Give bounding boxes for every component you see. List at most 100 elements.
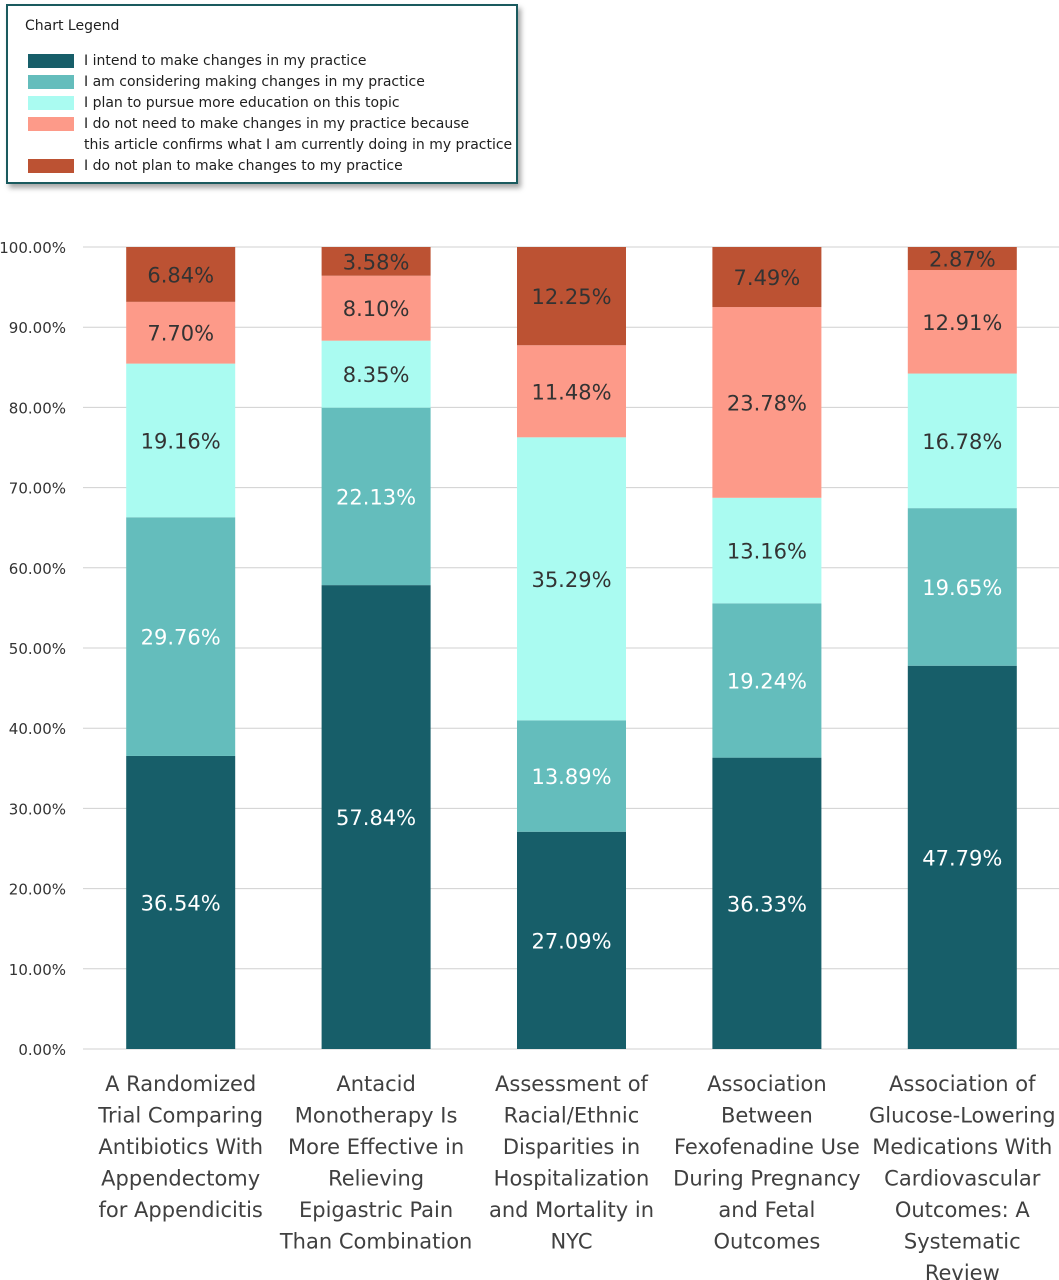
data-label: 7.70%	[147, 322, 214, 346]
data-label: 19.65%	[922, 576, 1002, 600]
x-tick-label: NYC	[550, 1230, 592, 1254]
y-tick-label: 70.00%	[9, 480, 66, 498]
bar-segment	[907, 508, 1017, 666]
x-tick-label: A Randomized	[105, 1072, 256, 1096]
legend-label: I am considering making changes in my pr…	[84, 74, 425, 90]
x-tick-label: Outcomes: A	[895, 1198, 1031, 1222]
x-tick-label: Association	[707, 1072, 827, 1096]
bar-segment	[321, 407, 431, 586]
x-tick-label: Systematic	[904, 1230, 1021, 1254]
data-label: 19.16%	[141, 429, 221, 453]
x-tick-label: Appendectomy	[101, 1167, 260, 1191]
bar-segment	[517, 247, 626, 346]
legend-swatch	[28, 75, 74, 89]
bar-segment	[907, 270, 1017, 374]
bar-segment	[126, 363, 236, 518]
y-tick-label: 90.00%	[9, 319, 66, 337]
y-tick-label: 0.00%	[18, 1041, 66, 1059]
x-tick-label: Outcomes	[714, 1230, 821, 1254]
x-tick-label: Association of	[889, 1072, 1036, 1096]
bar-segment	[907, 247, 1017, 271]
y-tick-label: 80.00%	[9, 399, 66, 417]
bar-segment	[321, 247, 431, 276]
data-label: 7.49%	[734, 266, 801, 290]
x-tick-label: for Appendicitis	[99, 1198, 263, 1222]
bar-segment	[517, 720, 626, 832]
bar-segment	[126, 517, 236, 756]
data-label: 12.25%	[531, 285, 611, 309]
x-tick-label: Relieving	[328, 1167, 424, 1191]
x-tick-label: Cardiovascular	[884, 1167, 1041, 1191]
chart-legend: Chart Legend I intend to make changes in…	[6, 4, 518, 184]
bar-segment	[517, 831, 626, 1049]
data-label: 12.91%	[922, 311, 1002, 335]
x-tick-label: Between	[721, 1104, 813, 1128]
data-label: 11.48%	[531, 380, 611, 404]
data-label: 19.24%	[727, 669, 807, 693]
legend-label: I plan to pursue more education on this …	[84, 95, 400, 111]
legend-swatch	[28, 54, 74, 68]
x-tick-label: Review	[925, 1261, 1000, 1280]
x-tick-label: Medications With	[872, 1135, 1052, 1159]
bar-segment	[321, 275, 431, 341]
y-tick-label: 40.00%	[9, 720, 66, 738]
bar-segment	[321, 340, 431, 408]
legend-title: Chart Legend	[25, 18, 120, 34]
data-label: 22.13%	[336, 485, 416, 509]
data-label: 29.76%	[141, 626, 221, 650]
data-label: 2.87%	[929, 248, 996, 272]
x-tick-label: Fexofenadine Use	[674, 1135, 860, 1159]
data-label: 47.79%	[922, 846, 1002, 870]
bar-segment	[517, 437, 626, 721]
bar-segment	[321, 585, 431, 1049]
bar-segment	[907, 373, 1017, 509]
x-tick-label: and Fetal	[718, 1198, 815, 1222]
data-label: 6.84%	[147, 263, 214, 287]
data-label: 36.33%	[727, 892, 807, 916]
data-label: 13.16%	[727, 540, 807, 564]
x-tick-label: Disparities in	[503, 1135, 640, 1159]
bar-segment	[907, 665, 1017, 1049]
x-tick-label: Assessment of	[495, 1072, 648, 1096]
bar-segment	[126, 755, 236, 1049]
bar-segment	[712, 307, 822, 498]
bar-segment	[517, 345, 626, 438]
legend-label: I do not need to make changes in my prac…	[84, 116, 513, 153]
y-tick-label: 60.00%	[9, 560, 66, 578]
bar-segment	[712, 247, 822, 308]
data-label: 27.09%	[531, 929, 611, 953]
bar-segment	[712, 603, 822, 758]
legend-swatch	[28, 96, 74, 110]
data-label: 23.78%	[727, 391, 807, 415]
data-label: 8.10%	[343, 297, 410, 321]
x-tick-label: Trial Comparing	[97, 1104, 263, 1128]
legend-label: I do not plan to make changes to my prac…	[84, 158, 403, 174]
x-tick-label: Racial/Ethnic	[504, 1104, 640, 1128]
data-label: 3.58%	[343, 250, 410, 274]
y-tick-label: 50.00%	[9, 640, 66, 658]
legend-swatch	[28, 117, 74, 131]
x-tick-label: Glucose-Lowering	[869, 1104, 1056, 1128]
legend-label: I intend to make changes in my practice	[84, 53, 367, 69]
bar-segment	[126, 301, 236, 364]
x-tick-label: During Pregnancy	[673, 1167, 860, 1191]
y-tick-label: 20.00%	[9, 881, 66, 899]
data-label: 57.84%	[336, 806, 416, 830]
x-tick-label: Than Combination	[279, 1230, 473, 1254]
legend-swatch	[28, 159, 74, 173]
y-tick-label: 10.00%	[9, 961, 66, 979]
x-tick-label: and Mortality in	[489, 1198, 654, 1222]
x-tick-label: Antacid	[336, 1072, 416, 1096]
bar-segment	[126, 247, 236, 302]
y-tick-label: 30.00%	[9, 800, 66, 818]
data-label: 13.89%	[531, 765, 611, 789]
x-tick-label: More Effective in	[288, 1135, 464, 1159]
data-label: 16.78%	[922, 430, 1002, 454]
bar-segment	[712, 757, 822, 1049]
x-tick-label: Monotherapy Is	[295, 1104, 458, 1128]
data-label: 35.29%	[531, 568, 611, 592]
y-tick-label: 100.00%	[0, 239, 66, 257]
x-tick-label: Epigastric Pain	[299, 1198, 453, 1222]
bar-segment	[712, 497, 822, 604]
